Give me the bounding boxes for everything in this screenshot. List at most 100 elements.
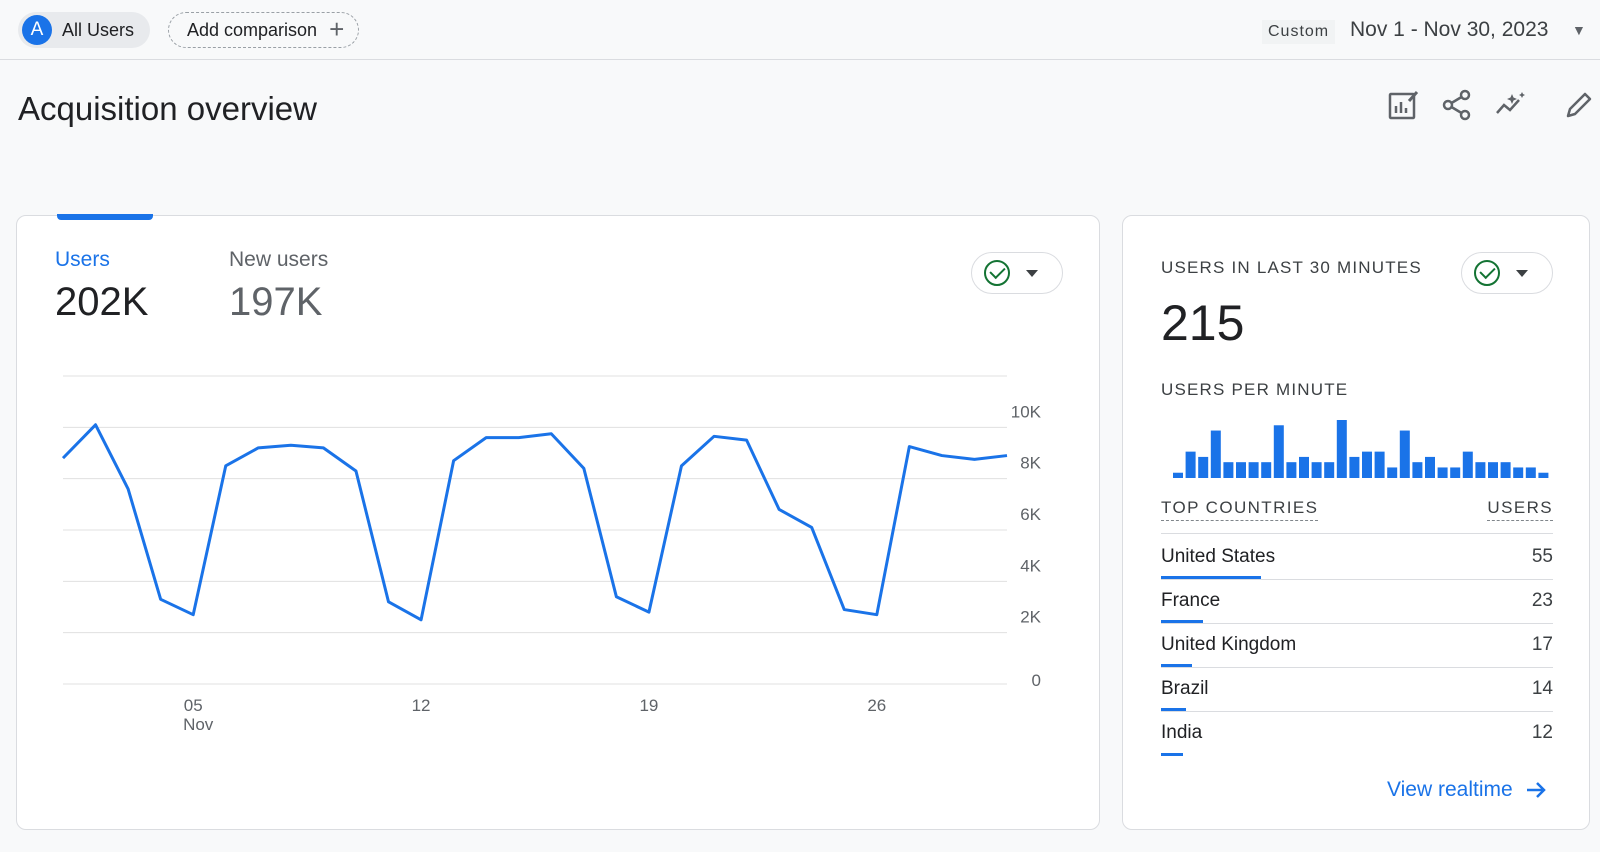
minute-bar (1538, 472, 1549, 478)
country-name: Brazil (1161, 678, 1209, 699)
users-overview-card: Users 202K New users 197K 0 2K 4K 6K 8K 10K 12… (16, 214, 1100, 830)
country-users: 17 (1531, 634, 1553, 655)
users-per-minute-chart (1173, 420, 1549, 478)
realtime-users-value: 215 (1161, 295, 1245, 351)
x-tick-label: 19 (639, 696, 658, 715)
customize-report-icon[interactable] (1386, 88, 1420, 122)
country-users: 55 (1531, 546, 1553, 567)
country-row: Brazil 14 (1161, 668, 1553, 712)
chevron-down-icon (1026, 269, 1038, 277)
minute-bar (1236, 462, 1246, 478)
minute-bar (1286, 462, 1297, 478)
y-tick-label: 4K (1020, 556, 1041, 575)
share-icon[interactable] (1440, 88, 1474, 122)
minute-bar (1437, 467, 1448, 478)
minute-bar (1223, 462, 1234, 478)
y-tick-label: 2K (1020, 608, 1041, 627)
chevron-down-icon[interactable]: ▼ (1572, 22, 1586, 38)
y-tick-label: 12K (1011, 366, 1042, 370)
minute-bar (1248, 462, 1259, 478)
country-share-bar (1161, 576, 1261, 579)
country-name: United Kingdom (1161, 634, 1297, 655)
realtime-card: USERS IN LAST 30 MINUTES 215 USERS PER M… (1122, 215, 1590, 830)
x-tick-label: 05 (184, 696, 203, 715)
add-comparison-button[interactable]: Add comparison + (168, 12, 360, 48)
minute-bar (1173, 472, 1183, 478)
country-share-bar (1161, 664, 1192, 667)
minute-bar (1488, 462, 1498, 478)
x-tick-sublabel: Nov (183, 715, 214, 734)
minute-bar (1324, 462, 1335, 478)
top-countries-heading[interactable]: TOP COUNTRIES (1161, 498, 1319, 521)
arrow-right-icon (1526, 782, 1546, 798)
minute-bar (1462, 451, 1473, 478)
minute-bar (1261, 462, 1272, 478)
minute-bar (1513, 467, 1524, 478)
minute-bar (1525, 467, 1536, 478)
minute-bar (1273, 425, 1284, 478)
metric-users-value: 202K (55, 280, 149, 324)
check-circle-icon (984, 260, 1010, 286)
segment-avatar: A (22, 15, 52, 45)
minute-bar (1198, 456, 1209, 478)
view-realtime-link[interactable]: View realtime (1387, 778, 1547, 802)
date-range-picker[interactable]: Nov 1 - Nov 30, 2023 (1350, 18, 1549, 41)
minute-bar (1362, 451, 1372, 478)
y-tick-label: 8K (1020, 454, 1041, 473)
country-name: United States (1161, 546, 1276, 567)
metric-new-users-label[interactable]: New users (229, 248, 329, 271)
minute-bar (1349, 456, 1360, 478)
users-per-minute-label: USERS PER MINUTE (1161, 380, 1349, 399)
add-comparison-label: Add comparison (187, 19, 318, 40)
country-share-bar (1161, 753, 1183, 756)
country-name: France (1161, 590, 1221, 611)
minute-bar (1450, 467, 1461, 478)
minute-bar (1399, 430, 1410, 478)
realtime-data-quality-dropdown[interactable] (1461, 252, 1553, 294)
minute-bar (1210, 430, 1221, 478)
minute-bar (1374, 451, 1385, 478)
y-tick-label: 10K (1011, 402, 1042, 421)
edit-icon[interactable] (1562, 88, 1596, 122)
country-users: 14 (1531, 678, 1553, 699)
country-name: India (1161, 722, 1203, 743)
top-bar: A All Users Add comparison + Custom Nov … (0, 0, 1600, 60)
minute-bar (1299, 456, 1309, 478)
country-row: India 12 (1161, 712, 1553, 756)
segment-chip-all-users[interactable]: A All Users (18, 12, 151, 48)
page-title: Acquisition overview (18, 90, 317, 127)
top-countries-header: TOP COUNTRIES USERS (1161, 498, 1553, 534)
minute-bar (1475, 462, 1486, 478)
metric-new-users-value: 197K (229, 280, 323, 324)
metric-users-label[interactable]: Users (55, 248, 110, 271)
country-share-bar (1161, 708, 1186, 711)
country-users: 12 (1531, 722, 1553, 743)
x-tick-label: 12 (412, 696, 431, 715)
date-custom-tag: Custom (1262, 20, 1336, 44)
minute-bar (1412, 462, 1423, 478)
minute-bar (1336, 420, 1347, 478)
x-tick-label: 26 (867, 696, 886, 715)
minute-bar (1425, 456, 1435, 478)
country-share-bar (1161, 620, 1203, 623)
minute-bar (1500, 462, 1511, 478)
chevron-down-icon (1516, 269, 1528, 277)
minute-bar (1185, 451, 1196, 478)
minute-bar (1387, 467, 1398, 478)
check-circle-icon (1474, 260, 1500, 286)
realtime-label: USERS IN LAST 30 MINUTES (1161, 258, 1422, 277)
country-row: France 23 (1161, 580, 1553, 624)
tab-indicator (57, 214, 153, 220)
insights-icon[interactable] (1494, 88, 1528, 122)
y-tick-label: 6K (1020, 505, 1041, 524)
y-tick-label: 0 (1032, 671, 1041, 690)
plus-icon: + (329, 14, 345, 44)
segment-label: All Users (62, 19, 135, 40)
country-users: 23 (1531, 590, 1553, 611)
users-series-line (61, 423, 1008, 622)
users-column-heading[interactable]: USERS (1487, 498, 1553, 521)
country-row: United States 55 (1161, 536, 1553, 580)
data-quality-dropdown[interactable] (971, 252, 1063, 294)
minute-bar (1311, 462, 1322, 478)
